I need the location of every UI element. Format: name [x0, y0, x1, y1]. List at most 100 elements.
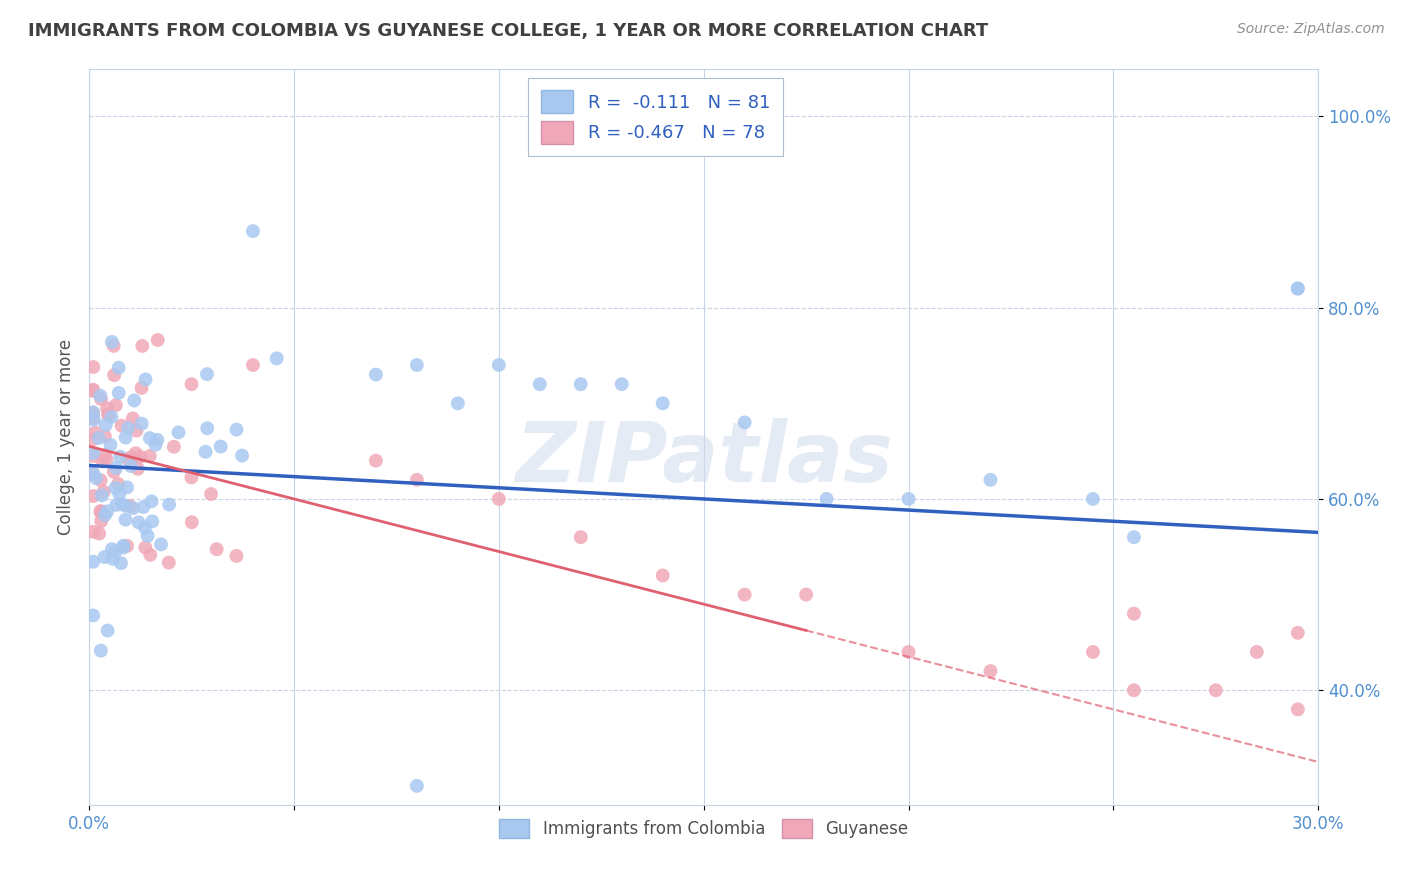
Point — [107, 477, 129, 491]
Point — [651, 396, 673, 410]
Point — [82, 405, 104, 419]
Point — [104, 544, 127, 558]
Point — [242, 224, 264, 238]
Point — [97, 408, 120, 422]
Point — [200, 487, 222, 501]
Point — [405, 473, 427, 487]
Point — [125, 424, 148, 438]
Point — [364, 368, 387, 382]
Point — [794, 588, 817, 602]
Point — [82, 411, 104, 425]
Point — [90, 473, 112, 487]
Point — [96, 504, 118, 518]
Point — [93, 550, 115, 565]
Point — [97, 408, 120, 422]
Point — [82, 524, 104, 539]
Point — [1286, 281, 1309, 295]
Point — [195, 421, 218, 435]
Point — [110, 556, 132, 570]
Point — [141, 494, 163, 508]
Point — [135, 372, 157, 386]
Point — [569, 377, 592, 392]
Point — [90, 514, 112, 528]
Point — [364, 453, 387, 467]
Point — [103, 368, 125, 383]
Point — [132, 500, 155, 514]
Point — [136, 529, 159, 543]
Point — [84, 471, 107, 485]
Point — [94, 448, 117, 462]
Point — [112, 539, 135, 553]
Point — [205, 542, 228, 557]
Point — [405, 358, 427, 372]
Point — [1286, 625, 1309, 640]
Point — [1368, 683, 1391, 698]
Point — [91, 454, 114, 468]
Point — [122, 501, 145, 516]
Point — [82, 449, 104, 463]
Point — [84, 425, 107, 440]
Point — [82, 466, 104, 480]
Point — [1286, 281, 1309, 295]
Legend: Immigrants from Colombia, Guyanese: Immigrants from Colombia, Guyanese — [492, 812, 915, 845]
Point — [111, 418, 134, 433]
Point — [1081, 645, 1104, 659]
Point — [82, 467, 104, 481]
Point — [101, 542, 124, 557]
Text: Source: ZipAtlas.com: Source: ZipAtlas.com — [1237, 22, 1385, 37]
Point — [114, 513, 136, 527]
Point — [1205, 683, 1227, 698]
Point — [139, 431, 162, 445]
Point — [146, 433, 169, 447]
Point — [117, 421, 139, 435]
Point — [100, 409, 122, 424]
Point — [96, 453, 118, 467]
Point — [195, 367, 218, 381]
Point — [146, 333, 169, 347]
Point — [242, 358, 264, 372]
Point — [115, 480, 138, 494]
Point — [979, 664, 1001, 678]
Point — [105, 460, 128, 475]
Point — [610, 377, 633, 392]
Point — [82, 384, 104, 398]
Text: IMMIGRANTS FROM COLOMBIA VS GUYANESE COLLEGE, 1 YEAR OR MORE CORRELATION CHART: IMMIGRANTS FROM COLOMBIA VS GUYANESE COL… — [28, 22, 988, 40]
Point — [734, 588, 756, 602]
Point — [104, 398, 127, 412]
Point — [94, 508, 117, 522]
Point — [82, 383, 104, 397]
Point — [114, 499, 136, 513]
Point — [180, 515, 202, 529]
Point — [83, 412, 105, 426]
Point — [104, 481, 127, 495]
Point — [82, 555, 104, 569]
Point — [405, 779, 427, 793]
Point — [108, 450, 131, 464]
Point — [82, 432, 104, 446]
Point — [101, 334, 124, 349]
Point — [231, 449, 253, 463]
Point — [82, 608, 104, 623]
Point — [103, 339, 125, 353]
Point — [488, 358, 510, 372]
Point — [93, 484, 115, 499]
Point — [107, 386, 129, 401]
Point — [89, 526, 111, 541]
Point — [89, 389, 111, 403]
Point — [134, 541, 156, 555]
Point — [225, 423, 247, 437]
Point — [90, 643, 112, 657]
Point — [1348, 664, 1371, 678]
Point — [87, 431, 110, 445]
Point — [194, 444, 217, 458]
Point — [94, 417, 117, 432]
Point — [569, 530, 592, 544]
Point — [120, 458, 142, 473]
Point — [103, 465, 125, 479]
Point — [734, 416, 756, 430]
Point — [167, 425, 190, 440]
Point — [128, 516, 150, 530]
Point — [141, 515, 163, 529]
Point — [90, 505, 112, 519]
Point — [100, 438, 122, 452]
